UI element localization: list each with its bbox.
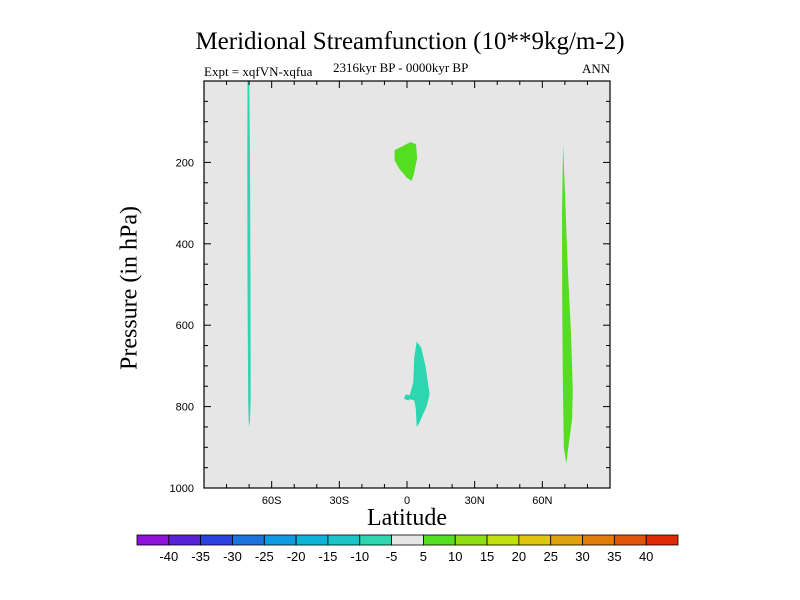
- colorbar-swatch: [518, 534, 552, 546]
- colorbar-swatch: [200, 534, 233, 546]
- colorbar-label: 25: [543, 549, 557, 564]
- negative-cell-southern-high-latitudes: [247, 81, 251, 427]
- colorbar-label: -5: [386, 549, 398, 564]
- x-tick-label: 0: [404, 495, 410, 507]
- colorbar-label: 10: [448, 549, 462, 564]
- colorbar-swatch: [486, 534, 520, 546]
- colorbar-swatch: [613, 534, 647, 546]
- x-tick-label: 60S: [262, 495, 282, 507]
- y-tick-label: 200: [176, 157, 194, 169]
- y-tick-label: 1000: [170, 483, 194, 495]
- experiment-label: Expt = xqfVN-xqfua: [204, 64, 313, 79]
- y-tick-label: 600: [176, 320, 194, 332]
- colorbar-label: -35: [191, 549, 210, 564]
- colorbar-label: 35: [607, 549, 621, 564]
- season-label: ANN: [582, 61, 611, 76]
- colorbar-label: -25: [255, 549, 274, 564]
- y-tick-label: 800: [176, 402, 194, 414]
- time-range-label: 2316kyr BP - 0000kyr BP: [333, 60, 469, 75]
- colorbar-swatch: [454, 534, 488, 546]
- colorbar-label: 15: [480, 549, 494, 564]
- colorbar-swatch: [359, 534, 392, 546]
- colorbar-label: -20: [287, 549, 306, 564]
- x-tick-label: 60N: [532, 495, 552, 507]
- colorbar-swatch: [391, 534, 424, 546]
- colorbar-label: 30: [575, 549, 589, 564]
- colorbar-swatch: [263, 534, 297, 546]
- x-tick-label: 30S: [330, 495, 350, 507]
- plot-background: [204, 81, 610, 488]
- colorbar-swatch: [168, 534, 202, 546]
- colorbar-swatch: [582, 534, 615, 546]
- colorbar-label: 5: [420, 549, 427, 564]
- colorbar-swatch: [136, 534, 170, 546]
- colorbar-swatch: [423, 534, 456, 546]
- colorbar-label: -40: [159, 549, 178, 564]
- colorbar-label: 40: [639, 549, 653, 564]
- positive-cell-northern-high-latitudes: [562, 144, 573, 464]
- chart-title: Meridional Streamfunction (10**9kg/m-2): [195, 28, 625, 55]
- x-tick-label: 30N: [465, 495, 485, 507]
- x-axis-label: Latitude: [367, 505, 447, 531]
- colorbar-label: -15: [319, 549, 338, 564]
- colorbar-label: -30: [223, 549, 242, 564]
- colorbar-swatch: [327, 534, 361, 546]
- colorbar-swatch: [645, 534, 679, 546]
- positive-cell-equator-upper: [394, 142, 418, 181]
- colorbar-swatch: [232, 534, 265, 546]
- colorbar-label: 20: [512, 549, 526, 564]
- colorbar-label: -10: [350, 549, 369, 564]
- negative-cell-equator-lower: [403, 341, 430, 427]
- y-tick-label: 400: [176, 239, 194, 251]
- colorbar-swatch: [295, 534, 329, 546]
- colorbar-swatch: [550, 534, 583, 546]
